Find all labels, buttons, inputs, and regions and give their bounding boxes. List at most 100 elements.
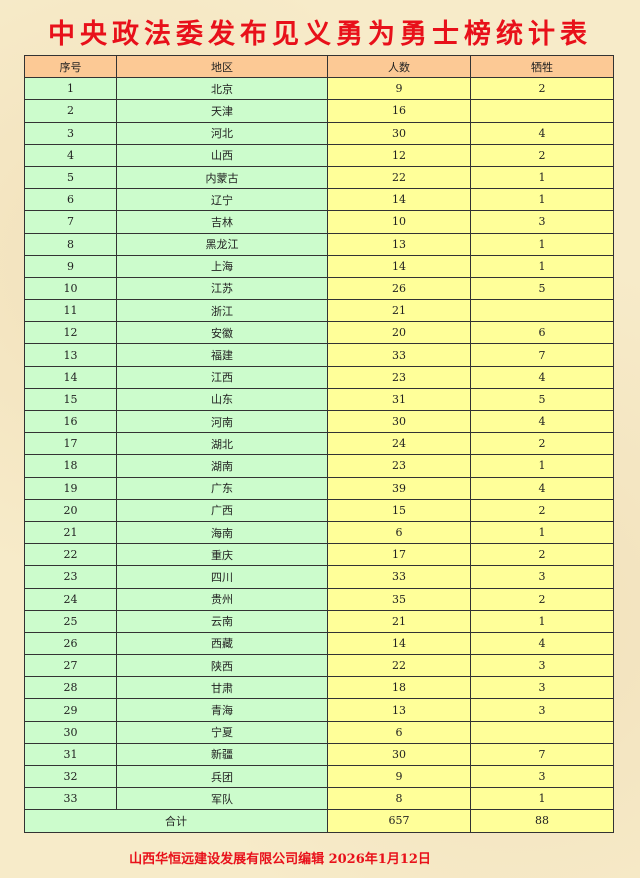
table-row: 26 西藏 14 4: [24, 631, 614, 656]
cell-region: 青海: [116, 698, 328, 722]
cell-people: 21: [327, 609, 471, 633]
cell-people: 14: [327, 188, 471, 212]
cell-people: 17: [327, 543, 471, 567]
cell-index: 6: [24, 188, 117, 212]
table-row: 5 内蒙古 22 1: [24, 165, 614, 190]
cell-sacrificed: 7: [470, 343, 614, 367]
cell-index: 30: [24, 720, 117, 744]
total-label: 合计: [24, 809, 328, 833]
cell-people: 8: [327, 787, 471, 811]
table-row: 28 甘肃 18 3: [24, 676, 614, 700]
total-sacrificed: 88: [470, 809, 614, 833]
cell-sacrificed: [470, 299, 614, 323]
cell-sacrificed: 1: [470, 609, 614, 633]
cell-region: 兵团: [116, 764, 328, 789]
cell-index: 25: [24, 609, 117, 633]
cell-people: 6: [327, 520, 471, 545]
cell-index: 16: [24, 409, 117, 434]
table-row: 32 兵团 9 3: [24, 764, 614, 789]
cell-sacrificed: 2: [470, 432, 614, 456]
cell-region: 湖北: [116, 432, 328, 456]
cell-sacrificed: 6: [470, 321, 614, 345]
cell-index: 14: [24, 365, 117, 389]
table-row: 8 黑龙江 13 1: [24, 232, 614, 256]
cell-region: 宁夏: [116, 720, 328, 744]
cell-region: 重庆: [116, 543, 328, 567]
cell-index: 13: [24, 343, 117, 367]
table-row: 17 湖北 24 2: [24, 432, 614, 456]
cell-region: 西藏: [116, 631, 328, 656]
cell-people: 14: [327, 254, 471, 278]
cell-index: 7: [24, 210, 117, 234]
cell-people: 22: [327, 654, 471, 678]
cell-index: 33: [24, 787, 117, 811]
cell-people: 24: [327, 432, 471, 456]
cell-index: 11: [24, 299, 117, 323]
cell-people: 26: [327, 276, 471, 301]
cell-region: 山西: [116, 143, 328, 167]
table-row: 12 安徽 20 6: [24, 321, 614, 345]
cell-index: 4: [24, 143, 117, 167]
cell-region: 上海: [116, 254, 328, 278]
table-row: 19 广东 39 4: [24, 476, 614, 500]
cell-index: 28: [24, 676, 117, 700]
cell-sacrificed: 4: [470, 476, 614, 500]
cell-people: 14: [327, 631, 471, 656]
table-row: 10 江苏 26 5: [24, 276, 614, 301]
cell-region: 广东: [116, 476, 328, 500]
cell-region: 安徽: [116, 321, 328, 345]
cell-sacrificed: 2: [470, 77, 614, 101]
cell-region: 军队: [116, 787, 328, 811]
cell-people: 9: [327, 77, 471, 101]
cell-people: 13: [327, 232, 471, 256]
cell-sacrificed: 2: [470, 543, 614, 567]
cell-index: 26: [24, 631, 117, 656]
cell-people: 30: [327, 121, 471, 145]
footer-credit: 山西华恒远建设发展有限公司编辑 2026年1月12日: [129, 852, 431, 867]
cell-sacrificed: 3: [470, 565, 614, 589]
table-row: 15 山东 31 5: [24, 387, 614, 412]
table-row: 21 海南 6 1: [24, 520, 614, 545]
table-header-row: 序号 地区 人数 牺牲: [24, 54, 614, 79]
table-row: 29 青海 13 3: [24, 698, 614, 722]
cell-region: 河南: [116, 409, 328, 434]
cell-sacrificed: 1: [470, 165, 614, 190]
cell-index: 3: [24, 121, 117, 145]
cell-people: 20: [327, 321, 471, 345]
cell-sacrificed: 4: [470, 409, 614, 434]
cell-sacrificed: 1: [470, 254, 614, 278]
cell-region: 吉林: [116, 210, 328, 234]
cell-people: 33: [327, 565, 471, 589]
table-row: 30 宁夏 6: [24, 720, 614, 744]
cell-region: 新疆: [116, 742, 328, 767]
cell-sacrificed: 2: [470, 498, 614, 522]
cell-people: 12: [327, 143, 471, 167]
cell-sacrificed: 3: [470, 764, 614, 789]
cell-region: 辽宁: [116, 188, 328, 212]
table-row: 11 浙江 21: [24, 299, 614, 323]
cell-sacrificed: 3: [470, 676, 614, 700]
cell-sacrificed: 4: [470, 121, 614, 145]
cell-region: 湖南: [116, 454, 328, 478]
cell-sacrificed: 1: [470, 520, 614, 545]
cell-index: 5: [24, 165, 117, 190]
table-row: 4 山西 12 2: [24, 143, 614, 167]
cell-index: 1: [24, 77, 117, 101]
cell-people: 13: [327, 698, 471, 722]
table-row: 22 重庆 17 2: [24, 543, 614, 567]
cell-index: 21: [24, 520, 117, 545]
cell-region: 山东: [116, 387, 328, 412]
table-row: 33 军队 8 1: [24, 787, 614, 811]
cell-region: 江苏: [116, 276, 328, 301]
cell-sacrificed: 1: [470, 454, 614, 478]
table-row: 24 贵州 35 2: [24, 587, 614, 611]
cell-people: 15: [327, 498, 471, 522]
cell-sacrificed: 7: [470, 742, 614, 767]
statistics-table: 序号 地区 人数 牺牲 1 北京 9 2 2 天津 16 3 河北 30 4 4 山西 12 2 5 内蒙古 22…: [24, 54, 614, 833]
table-row: 20 广西 15 2: [24, 498, 614, 522]
cell-index: 15: [24, 387, 117, 412]
total-row: 合计 657 88: [24, 809, 614, 833]
total-people: 657: [327, 809, 471, 833]
cell-region: 内蒙古: [116, 165, 328, 190]
cell-index: 22: [24, 543, 117, 567]
